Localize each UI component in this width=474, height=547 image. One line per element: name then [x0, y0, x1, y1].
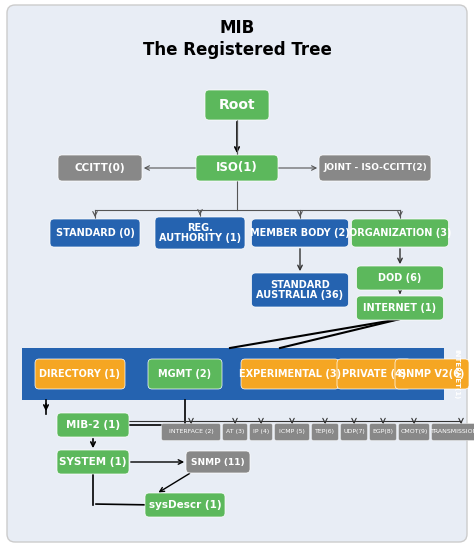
FancyBboxPatch shape [431, 423, 474, 440]
Text: TEP(6): TEP(6) [315, 429, 335, 434]
FancyBboxPatch shape [196, 155, 278, 181]
FancyBboxPatch shape [50, 219, 140, 247]
FancyBboxPatch shape [241, 359, 339, 389]
Text: INTERNET(1): INTERNET(1) [453, 349, 459, 399]
Text: sysDescr (1): sysDescr (1) [149, 500, 221, 510]
Text: SNMP V2(6): SNMP V2(6) [399, 369, 465, 379]
Text: SYSTEM (1): SYSTEM (1) [59, 457, 127, 467]
FancyBboxPatch shape [311, 423, 338, 440]
Text: INTERFACE (2): INTERFACE (2) [169, 429, 213, 434]
FancyBboxPatch shape [57, 450, 129, 474]
FancyBboxPatch shape [35, 359, 125, 389]
FancyBboxPatch shape [249, 423, 273, 440]
Text: Root: Root [219, 98, 255, 112]
Text: DOD (6): DOD (6) [378, 273, 422, 283]
Text: The Registered Tree: The Registered Tree [143, 41, 331, 59]
FancyBboxPatch shape [57, 413, 129, 437]
FancyBboxPatch shape [356, 266, 444, 290]
Text: JOINT - ISO-CCITT(2): JOINT - ISO-CCITT(2) [323, 164, 427, 172]
Text: MGMT (2): MGMT (2) [158, 369, 211, 379]
FancyBboxPatch shape [274, 423, 310, 440]
Text: CCITT(0): CCITT(0) [75, 163, 125, 173]
Text: MIB-2 (1): MIB-2 (1) [66, 420, 120, 430]
FancyBboxPatch shape [162, 423, 220, 440]
Bar [22, 348, 444, 400]
Text: STANDARD (0): STANDARD (0) [55, 228, 135, 238]
FancyBboxPatch shape [395, 359, 469, 389]
Text: SNMP (11): SNMP (11) [191, 457, 245, 467]
Text: DIRECTORY (1): DIRECTORY (1) [39, 369, 120, 379]
Text: ICMP (5): ICMP (5) [279, 429, 305, 434]
Text: STANDARD
AUSTRALIA (36): STANDARD AUSTRALIA (36) [256, 280, 344, 300]
FancyBboxPatch shape [340, 423, 367, 440]
Text: INTERNET (1): INTERNET (1) [364, 303, 437, 313]
Text: PRIVATE (4): PRIVATE (4) [342, 369, 406, 379]
FancyBboxPatch shape [356, 296, 444, 320]
Text: REG.
AUTHORITY (1): REG. AUTHORITY (1) [159, 223, 241, 243]
Text: EGP(8): EGP(8) [373, 429, 393, 434]
FancyBboxPatch shape [370, 423, 396, 440]
FancyBboxPatch shape [352, 219, 448, 247]
Text: CMOT(9): CMOT(9) [401, 429, 428, 434]
FancyBboxPatch shape [337, 359, 411, 389]
FancyBboxPatch shape [155, 217, 245, 249]
FancyBboxPatch shape [252, 273, 348, 307]
FancyBboxPatch shape [148, 359, 222, 389]
Text: ISO(1): ISO(1) [216, 161, 258, 174]
FancyBboxPatch shape [186, 451, 250, 473]
Text: MIB: MIB [219, 19, 255, 37]
Text: IP (4): IP (4) [253, 429, 269, 434]
FancyBboxPatch shape [145, 493, 225, 517]
FancyBboxPatch shape [399, 423, 429, 440]
FancyBboxPatch shape [7, 5, 467, 542]
FancyBboxPatch shape [205, 90, 269, 120]
Text: MEMBER BODY (2): MEMBER BODY (2) [250, 228, 350, 238]
FancyBboxPatch shape [319, 155, 431, 181]
Text: TRANSMISSION(10): TRANSMISSION(10) [431, 429, 474, 434]
FancyBboxPatch shape [58, 155, 142, 181]
Text: UDP(7): UDP(7) [343, 429, 365, 434]
Text: AT (3): AT (3) [226, 429, 244, 434]
Text: ORGANIZATION (3): ORGANIZATION (3) [349, 228, 451, 238]
Text: EXPERIMENTAL (3): EXPERIMENTAL (3) [239, 369, 341, 379]
FancyBboxPatch shape [222, 423, 247, 440]
FancyBboxPatch shape [252, 219, 348, 247]
